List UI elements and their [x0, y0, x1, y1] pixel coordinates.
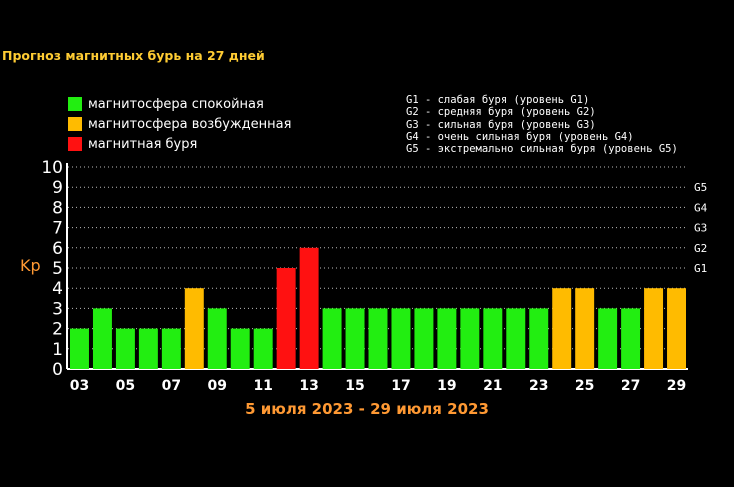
- bar-20: [460, 308, 480, 369]
- y-tick-label-6: 6: [52, 239, 63, 259]
- legend-item-calm: магнитосфера спокойная: [68, 94, 291, 114]
- y-tick-label-8: 8: [52, 198, 63, 218]
- bar-29: [667, 288, 686, 369]
- g-axis-label-G2: G2: [694, 242, 707, 255]
- bar-16: [368, 308, 388, 369]
- x-tick-label-27: 27: [621, 378, 640, 394]
- y-tick-label-4: 4: [52, 279, 63, 299]
- bar-28: [644, 288, 664, 369]
- bar-18: [414, 308, 434, 369]
- y-tick-label-1: 1: [52, 340, 63, 360]
- x-tick-label-09: 09: [208, 378, 227, 394]
- bar-08: [184, 288, 204, 369]
- bar-24: [552, 288, 572, 369]
- scale-g3: G3 - сильная буря (уровень G3): [406, 118, 596, 131]
- y-tick-label-3: 3: [52, 299, 63, 319]
- legend-label-storm: магнитная буря: [88, 136, 198, 152]
- x-tick-label-05: 05: [116, 378, 135, 394]
- y-tick-label-9: 9: [52, 178, 63, 198]
- x-tick-label-03: 03: [70, 378, 89, 394]
- legend-item-excited: магнитосфера возбужденная: [68, 114, 291, 134]
- storm-scale-legend: G1 - слабая буря (уровень G1) G2 - средн…: [406, 94, 678, 155]
- legend-swatch-excited: [68, 117, 82, 131]
- x-tick-label-17: 17: [391, 378, 410, 394]
- bar-15: [345, 308, 365, 369]
- bar-19: [437, 308, 457, 369]
- bar-14: [322, 308, 342, 369]
- x-tick-label-29: 29: [667, 378, 686, 394]
- y-tick-label-2: 2: [52, 320, 63, 340]
- bar-12: [276, 268, 296, 369]
- scale-g4: G4 - очень сильная буря (уровень G4): [406, 130, 634, 143]
- bar-27: [621, 308, 641, 369]
- y-tick-label-10: 10: [41, 158, 63, 178]
- x-tick-label-21: 21: [483, 378, 502, 394]
- g-axis-label-G1: G1: [694, 262, 707, 275]
- bar-22: [506, 308, 526, 369]
- y-tick-label-0: 0: [52, 360, 63, 380]
- legend-label-calm: магнитосфера спокойная: [88, 96, 264, 112]
- g-axis-label-G5: G5: [694, 181, 707, 194]
- legend-item-storm: магнитная буря: [68, 134, 291, 154]
- x-tick-label-19: 19: [437, 378, 456, 394]
- x-tick-label-11: 11: [253, 378, 272, 394]
- x-tick-label-25: 25: [575, 378, 594, 394]
- bar-11: [253, 328, 273, 369]
- bar-09: [207, 308, 227, 369]
- scale-g2: G2 - средняя буря (уровень G2): [406, 106, 596, 119]
- y-tick-label-5: 5: [52, 259, 63, 279]
- bar-05: [115, 328, 135, 369]
- bar-21: [483, 308, 503, 369]
- chart-title: Прогноз магнитных бурь на 27 дней: [2, 48, 265, 63]
- bar-13: [299, 247, 319, 369]
- bar-04: [92, 308, 112, 369]
- g-axis-label-G4: G4: [694, 201, 708, 214]
- bar-07: [161, 328, 181, 369]
- bar-25: [575, 288, 595, 369]
- scale-g1: G1 - слабая буря (уровень G1): [406, 94, 590, 106]
- date-range-subtitle: 5 июля 2023 - 29 июля 2023: [245, 400, 489, 418]
- scale-g5: G5 - экстремально сильная буря (уровень …: [406, 143, 678, 156]
- bar-10: [230, 328, 250, 369]
- legend: магнитосфера спокойная магнитосфера возб…: [68, 94, 291, 154]
- legend-swatch-calm: [68, 97, 82, 111]
- bar-03: [70, 328, 89, 369]
- bar-23: [529, 308, 549, 369]
- g-axis-label-G3: G3: [694, 222, 707, 235]
- x-tick-label-13: 13: [299, 378, 318, 394]
- x-tick-label-15: 15: [345, 378, 364, 394]
- y-tick-label-7: 7: [52, 219, 63, 239]
- x-tick-label-23: 23: [529, 378, 548, 394]
- bar-06: [138, 328, 158, 369]
- legend-label-excited: магнитосфера возбужденная: [88, 116, 292, 132]
- legend-swatch-storm: [68, 137, 82, 151]
- bar-26: [598, 308, 618, 369]
- bar-17: [391, 308, 411, 369]
- y-axis-label: Kp: [20, 256, 41, 275]
- x-tick-label-07: 07: [162, 378, 181, 394]
